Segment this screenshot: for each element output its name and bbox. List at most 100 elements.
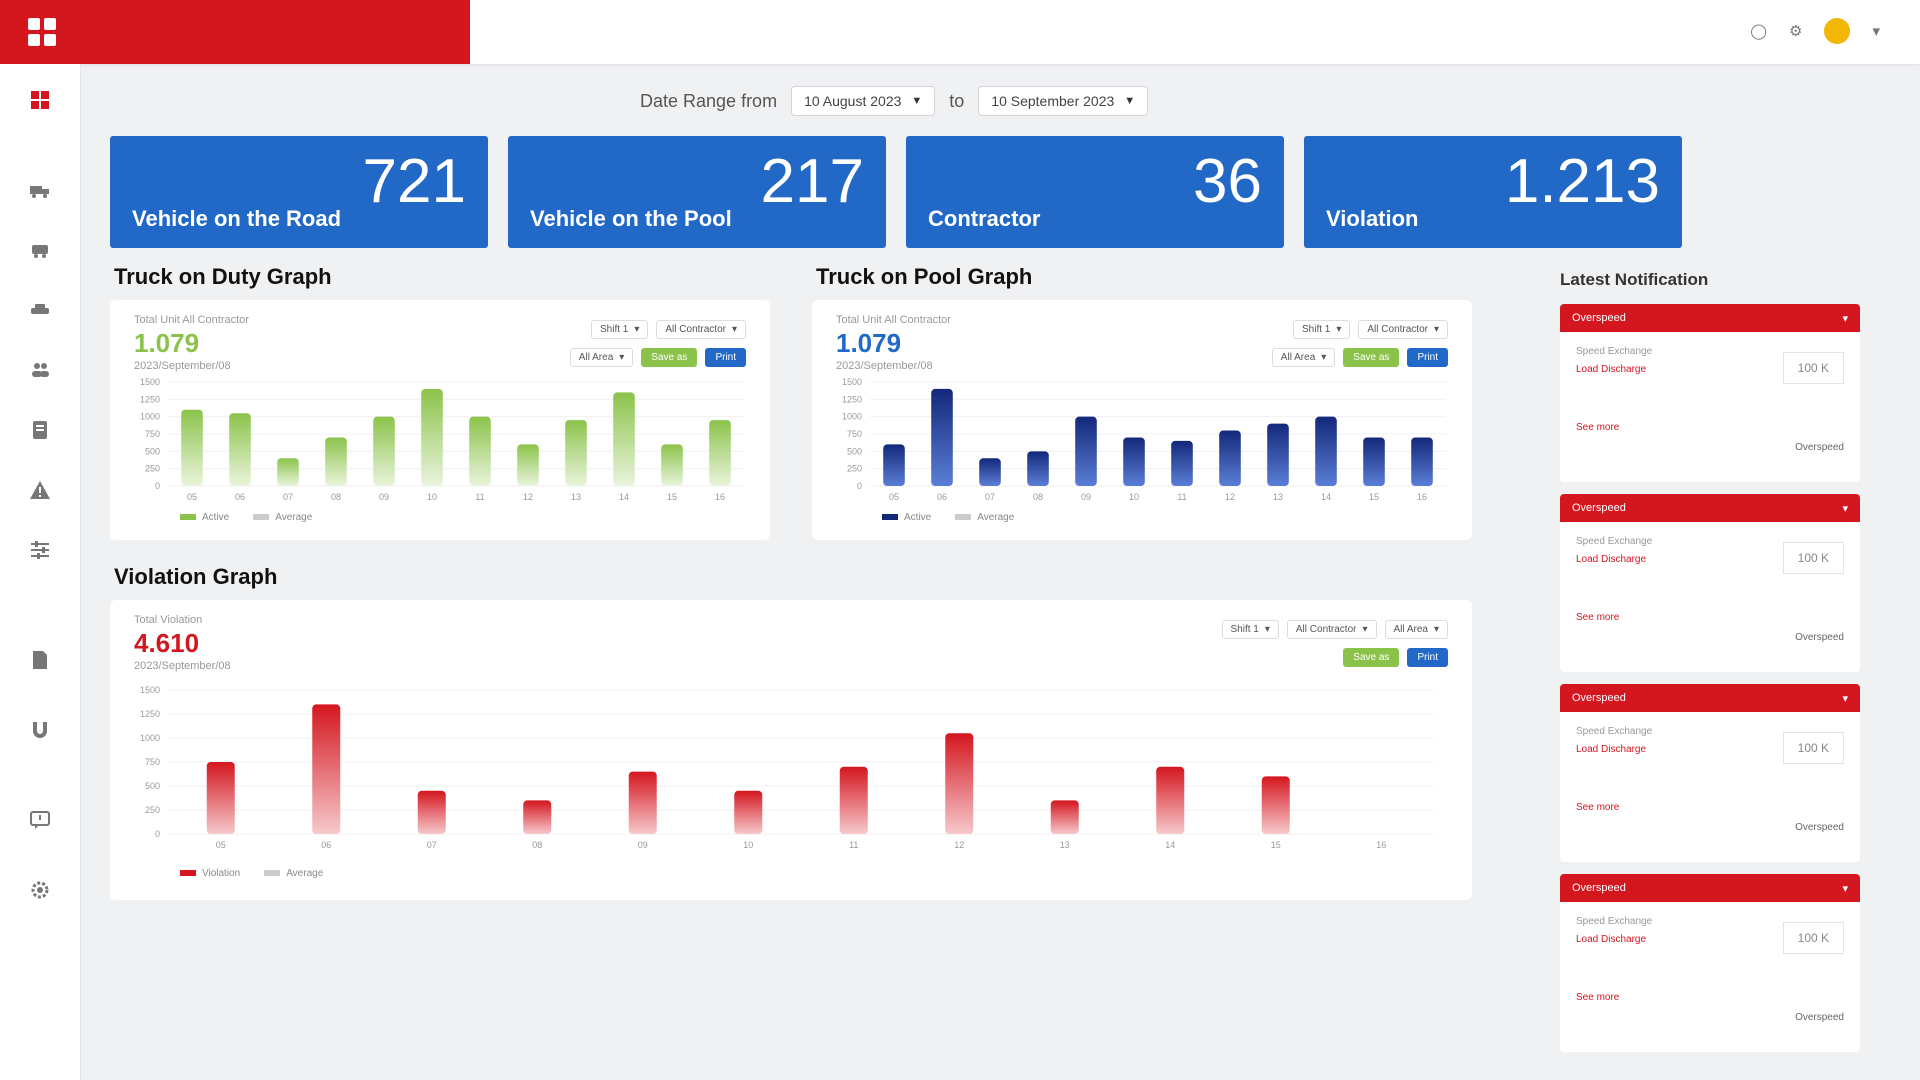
bar[interactable]: [1267, 423, 1289, 486]
chevron-down-icon[interactable]: ▾: [1872, 23, 1880, 40]
bar[interactable]: [325, 437, 347, 486]
settings-gear-icon[interactable]: [24, 874, 56, 906]
bar[interactable]: [945, 733, 974, 834]
violation-actions: Save as Print: [1343, 648, 1448, 667]
shift-select[interactable]: Shift 1 ▾: [1293, 320, 1351, 339]
stat-label: Vehicle on the Pool: [530, 206, 732, 231]
bar[interactable]: [1075, 416, 1097, 486]
bar[interactable]: [931, 388, 953, 486]
shift-select[interactable]: Shift 1 ▾: [1221, 620, 1279, 639]
notification-card[interactable]: Overspeed ▾ Speed Exchange Load Discharge 10…: [1560, 304, 1860, 482]
chevron-down-icon[interactable]: ▾: [1842, 502, 1848, 515]
notification-card[interactable]: Overspeed ▾ Speed Exchange Load Discharge 10…: [1560, 874, 1860, 1052]
bar[interactable]: [613, 392, 635, 486]
bar[interactable]: [1315, 416, 1337, 486]
bar[interactable]: [979, 458, 1001, 486]
bar[interactable]: [469, 416, 491, 486]
bar[interactable]: [417, 790, 446, 834]
shift-value: Shift 1: [1302, 324, 1331, 335]
chevron-down-icon: ▼: [911, 95, 923, 107]
y-tick-label: 250: [847, 464, 862, 474]
bar[interactable]: [661, 444, 683, 486]
save-as-button[interactable]: Save as: [1343, 648, 1400, 667]
filter-sliders-icon[interactable]: [24, 534, 56, 566]
magnet-icon[interactable]: [24, 714, 56, 746]
bar[interactable]: [1156, 766, 1185, 834]
bar[interactable]: [1261, 776, 1290, 834]
contractor-value: All Contractor: [665, 324, 726, 335]
see-more-link[interactable]: See more: [1576, 612, 1620, 623]
contractor-select[interactable]: All Contractor ▾: [656, 320, 746, 339]
users-icon[interactable]: [24, 354, 56, 386]
stat-card-pool[interactable]: 217 Vehicle on the Pool: [508, 136, 886, 248]
print-button[interactable]: Print: [1407, 348, 1448, 367]
chevron-down-icon[interactable]: ▾: [1842, 882, 1848, 895]
bar[interactable]: [312, 704, 341, 834]
feedback-icon[interactable]: [24, 804, 56, 836]
date-from-select[interactable]: 10 August 2023 ▼: [791, 86, 936, 116]
bar[interactable]: [628, 771, 657, 834]
see-more-link[interactable]: See more: [1576, 992, 1620, 1003]
see-more-link[interactable]: See more: [1576, 802, 1620, 813]
x-tick-label: 08: [1033, 492, 1043, 502]
shift-select[interactable]: Shift 1 ▾: [591, 320, 649, 339]
settings-icon[interactable]: ⚙: [1789, 23, 1803, 40]
bar[interactable]: [517, 444, 539, 486]
bar[interactable]: [1219, 430, 1241, 486]
car-icon[interactable]: [24, 294, 56, 326]
report-icon[interactable]: [24, 414, 56, 446]
bar[interactable]: [206, 762, 235, 834]
stat-card-road[interactable]: 721 Vehicle on the Road: [110, 136, 488, 248]
x-tick-label: 14: [619, 492, 629, 502]
document-icon[interactable]: [24, 644, 56, 676]
bar[interactable]: [709, 420, 731, 486]
bar[interactable]: [1050, 800, 1079, 834]
bar[interactable]: [1027, 451, 1049, 486]
area-select[interactable]: All Area ▾: [1384, 620, 1448, 639]
x-tick-label: 09: [1081, 492, 1091, 502]
bar[interactable]: [734, 790, 763, 834]
contractor-select[interactable]: All Contractor ▾: [1286, 620, 1377, 639]
avatar[interactable]: [1824, 18, 1851, 44]
bar[interactable]: [181, 409, 203, 486]
save-as-button[interactable]: Save as: [641, 348, 698, 367]
chevron-down-icon[interactable]: ▾: [1842, 692, 1848, 705]
y-tick-label: 500: [847, 446, 862, 456]
dashboard-icon[interactable]: [24, 84, 56, 116]
date-to-select[interactable]: 10 September 2023 ▼: [978, 86, 1149, 116]
violation-graph-title: Violation Graph: [114, 564, 278, 589]
print-button[interactable]: Print: [1407, 648, 1448, 667]
stat-card-contractor[interactable]: 36 Contractor: [906, 136, 1284, 248]
notification-card[interactable]: Overspeed ▾ Speed Exchange Load Discharge 10…: [1560, 494, 1860, 672]
x-tick-label: 10: [1129, 492, 1139, 502]
save-as-button[interactable]: Save as: [1343, 348, 1400, 367]
dashboard-icon[interactable]: [28, 18, 56, 46]
truck-icon[interactable]: [24, 174, 56, 206]
contractor-select[interactable]: All Contractor ▾: [1358, 320, 1448, 339]
bar[interactable]: [523, 800, 552, 834]
bar[interactable]: [565, 420, 587, 486]
bar[interactable]: [277, 458, 299, 486]
y-tick-label: 500: [145, 446, 160, 456]
stat-card-violation[interactable]: 1.213 Violation: [1304, 136, 1682, 248]
chevron-down-icon[interactable]: ▾: [1842, 312, 1848, 325]
bar[interactable]: [1171, 440, 1193, 486]
chevron-down-icon: ▾: [1433, 624, 1439, 635]
see-more-link[interactable]: See more: [1576, 422, 1620, 433]
area-select[interactable]: All Area ▾: [569, 348, 634, 367]
bar[interactable]: [839, 766, 868, 834]
bar[interactable]: [1411, 437, 1433, 486]
bar[interactable]: [1363, 437, 1385, 486]
bar[interactable]: [229, 413, 251, 486]
bar[interactable]: [883, 444, 905, 486]
bar[interactable]: [373, 416, 395, 486]
bar[interactable]: [1123, 437, 1145, 486]
print-button[interactable]: Print: [705, 348, 746, 367]
warning-icon[interactable]: [24, 474, 56, 506]
bell-icon[interactable]: ◯: [1750, 23, 1768, 40]
notification-card[interactable]: Overspeed ▾ Speed Exchange Load Discharge 10…: [1560, 684, 1860, 862]
stat-value: 36: [1193, 147, 1262, 216]
bar[interactable]: [421, 388, 443, 486]
area-select[interactable]: All Area ▾: [1271, 348, 1336, 367]
vehicle-icon[interactable]: [24, 234, 56, 266]
